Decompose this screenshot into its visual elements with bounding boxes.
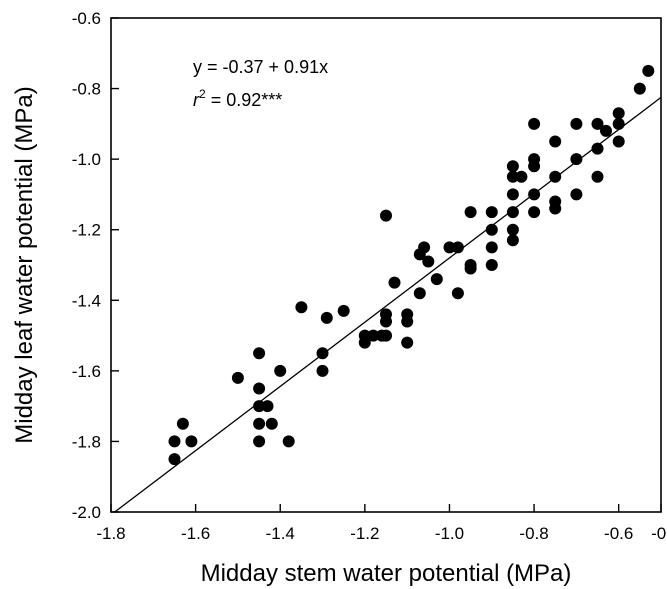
data-point xyxy=(418,241,431,254)
y-tick-label: -1.0 xyxy=(72,150,101,169)
data-point xyxy=(413,287,426,300)
x-tick-label: -0. xyxy=(651,524,667,543)
data-point xyxy=(612,135,625,148)
data-point xyxy=(451,241,464,254)
y-tick-label: -1.2 xyxy=(72,221,101,240)
data-point xyxy=(168,453,181,466)
y-tick-label: -1.8 xyxy=(72,432,101,451)
data-point xyxy=(528,160,541,173)
data-point xyxy=(451,287,464,300)
data-point xyxy=(612,117,625,130)
data-point xyxy=(231,371,244,384)
data-point xyxy=(316,347,329,360)
data-point xyxy=(430,273,443,286)
data-point xyxy=(185,435,198,448)
data-point xyxy=(506,170,519,183)
r-squared-value: = 0.92*** xyxy=(206,90,283,110)
data-point xyxy=(506,206,519,219)
data-point xyxy=(316,364,329,377)
data-point xyxy=(401,336,414,349)
data-point xyxy=(642,64,655,77)
x-axis-ticks: -1.8 -1.6 -1.4 -1.2 -1.0 -0.8 -0.6 -0. xyxy=(96,504,667,543)
data-point xyxy=(295,301,308,314)
regression-annotation: y = -0.37 + 0.91x r2 = 0.92*** xyxy=(193,57,328,110)
data-point xyxy=(485,259,498,271)
data-point xyxy=(612,107,625,120)
regression-line xyxy=(114,96,662,513)
data-point xyxy=(600,124,612,137)
data-point xyxy=(570,188,583,201)
x-tick-label: -1.6 xyxy=(181,524,210,543)
data-point xyxy=(506,223,519,236)
y-axis-title: Midday leaf water potential (MPa) xyxy=(11,86,38,444)
data-point xyxy=(528,206,541,219)
data-point xyxy=(570,117,583,130)
data-point xyxy=(633,82,646,95)
data-point xyxy=(253,417,266,430)
r-squared-label: r2 = 0.92*** xyxy=(193,87,282,110)
data-point xyxy=(549,170,562,183)
data-point xyxy=(320,311,333,324)
data-point xyxy=(388,276,401,289)
x-tick-label: -0.6 xyxy=(604,524,633,543)
y-axis-ticks: -2.0 -1.8 -1.6 -1.4 -1.2 -1.0 -0.8 -0.6 xyxy=(72,9,119,522)
y-tick-label: -1.6 xyxy=(72,362,101,381)
data-point xyxy=(506,188,519,201)
data-point xyxy=(591,170,604,183)
data-point xyxy=(422,255,435,268)
data-point xyxy=(168,435,181,448)
data-point xyxy=(282,435,295,448)
x-tick-label: -0.8 xyxy=(519,524,548,543)
data-point xyxy=(506,160,519,173)
data-point xyxy=(367,329,380,342)
data-point xyxy=(485,206,498,219)
x-tick-label: -1.2 xyxy=(350,524,379,543)
y-tick-label: -2.0 xyxy=(72,503,101,522)
r-superscript: 2 xyxy=(199,87,206,101)
plot-area: -1.8-1.6-1.4-1.2-1.0-0.8-0.6-0. -2.0-1.8… xyxy=(72,9,667,543)
data-point xyxy=(506,234,519,247)
data-point xyxy=(443,241,456,254)
y-tick-label: -0.6 xyxy=(72,9,101,28)
y-tick-label: -1.4 xyxy=(72,291,101,310)
plot-frame xyxy=(110,17,662,513)
data-point xyxy=(464,206,477,219)
data-point xyxy=(337,304,350,317)
data-point xyxy=(549,135,562,148)
data-point xyxy=(591,117,604,130)
data-point xyxy=(253,347,266,360)
x-axis-title: Midday stem water potential (MPa) xyxy=(201,560,572,587)
y-tick-label: -0.8 xyxy=(72,80,101,99)
data-point xyxy=(358,336,371,349)
data-point xyxy=(253,382,266,395)
data-point xyxy=(380,315,392,328)
x-tick-label: -1.0 xyxy=(435,524,464,543)
data-point xyxy=(380,209,392,222)
data-point xyxy=(464,262,477,275)
data-point xyxy=(176,417,189,430)
data-point xyxy=(253,400,266,413)
data-point xyxy=(380,329,392,342)
data-point xyxy=(528,117,541,130)
regression-equation: y = -0.37 + 0.91x xyxy=(193,57,328,77)
r-symbol: r xyxy=(193,90,200,110)
x-tick-label: -1.8 xyxy=(96,524,125,543)
x-tick-label: -1.4 xyxy=(266,524,295,543)
data-point xyxy=(261,400,274,413)
data-point xyxy=(528,188,541,201)
data-point xyxy=(549,202,562,215)
data-point xyxy=(591,142,604,155)
data-point xyxy=(485,223,498,236)
data-point xyxy=(485,241,498,254)
data-point xyxy=(274,364,287,377)
data-point xyxy=(515,170,528,183)
data-point xyxy=(253,435,266,448)
data-point xyxy=(265,417,278,430)
data-point xyxy=(570,153,583,166)
data-point xyxy=(401,315,414,328)
data-points xyxy=(168,64,655,466)
